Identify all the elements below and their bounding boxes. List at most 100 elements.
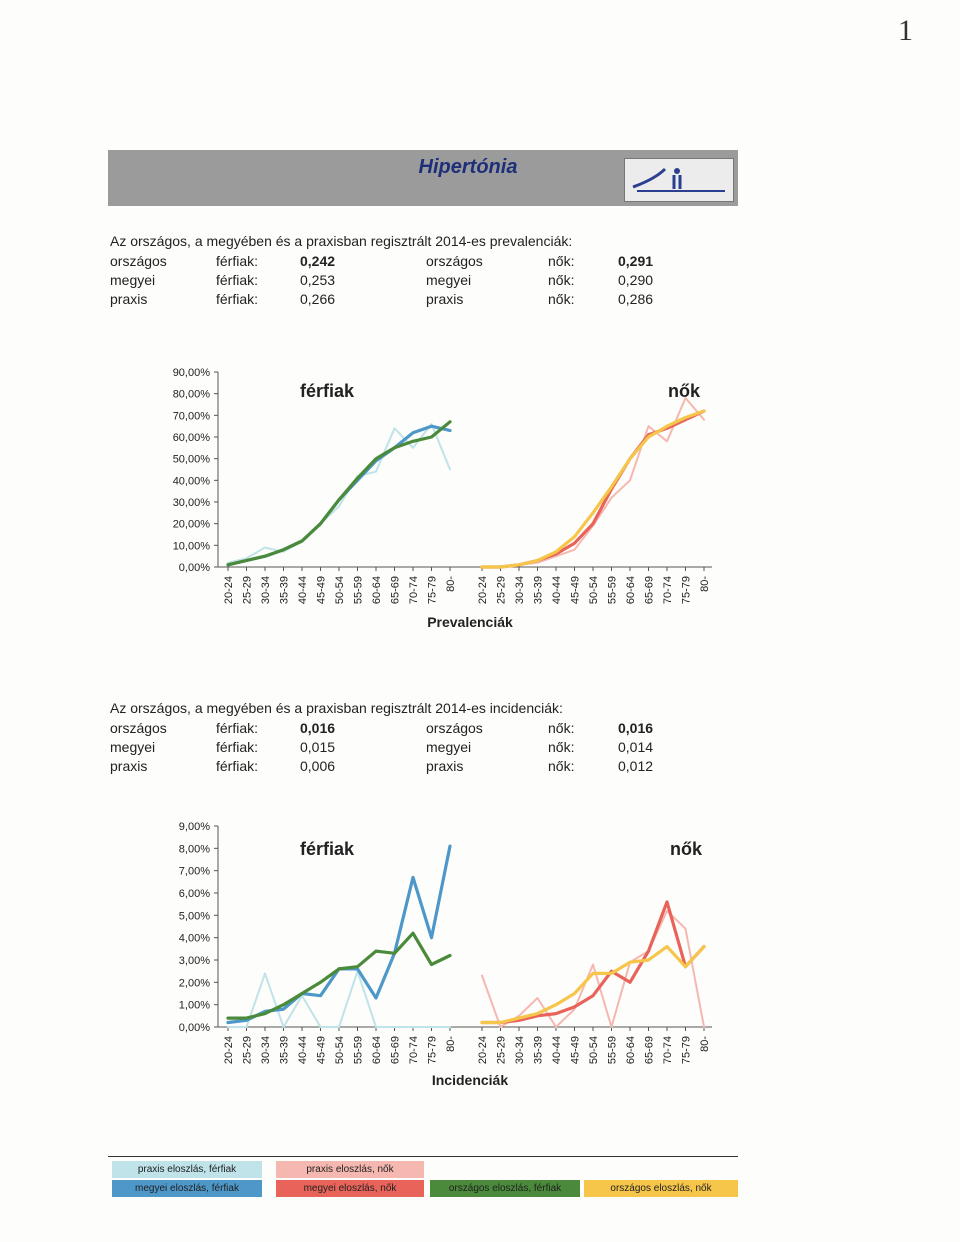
y-tick-label: 4,00% — [179, 933, 210, 945]
series-line-men-praxis — [227, 423, 451, 564]
x-tick-label: 25-29 — [242, 1036, 254, 1064]
men-value: 0,016 — [300, 720, 336, 736]
x-tick-label: 20-24 — [223, 1036, 235, 1064]
y-tick-label: 0,00% — [179, 562, 210, 574]
x-tick-label: 50-54 — [588, 576, 600, 604]
level-label: országos — [426, 720, 483, 736]
legend: praxis eloszlás, férfiak praxis eloszlás… — [108, 1156, 738, 1200]
x-tick-label: 40-44 — [551, 576, 563, 604]
logo-graphic — [632, 167, 725, 192]
x-tick-label: 65-69 — [390, 1036, 402, 1064]
x-tick-label: 25-29 — [496, 1036, 508, 1064]
x-tick-label: 50-54 — [588, 1036, 600, 1064]
women-label: nők: — [548, 253, 575, 269]
women-value: 0,290 — [618, 272, 654, 288]
women-value: 0,012 — [618, 758, 654, 774]
x-tick-label: 50-54 — [334, 1036, 346, 1064]
chart-title: Prevalenciák — [427, 614, 513, 630]
stats-row: praxis férfiak: 0,006 praxis nők: 0,012 — [110, 757, 730, 776]
legend-item-praxis-men: praxis eloszlás, férfiak — [112, 1161, 262, 1178]
men-value: 0,266 — [300, 291, 336, 307]
page-number: 1 — [898, 14, 913, 47]
men-label: férfiak: — [216, 739, 259, 755]
x-tick-label: 50-54 — [334, 576, 346, 604]
level-label: megyei — [426, 739, 472, 755]
level-label: országos — [110, 720, 167, 736]
panel-label-men: férfiak — [300, 839, 355, 859]
y-tick-label: 6,00% — [179, 888, 210, 900]
stats-row: praxis férfiak: 0,266 praxis nők: 0,286 — [110, 290, 730, 309]
x-tick-label: 25-29 — [496, 576, 508, 604]
y-tick-label: 7,00% — [179, 866, 210, 878]
panel-label-men: férfiak — [300, 381, 355, 401]
page-title: Hipertónia — [418, 156, 518, 178]
y-tick-label: 50,00% — [173, 454, 211, 466]
level-label: praxis — [426, 758, 464, 774]
x-tick-label: 75-79 — [427, 1036, 439, 1064]
header-bar: Hipertónia — [108, 150, 738, 206]
x-tick-label: 65-69 — [644, 576, 656, 604]
women-label: nők: — [548, 739, 575, 755]
x-tick-label: 60-64 — [625, 1036, 637, 1064]
x-tick-label: 20-24 — [477, 576, 489, 604]
x-tick-label: 35-39 — [533, 576, 545, 604]
x-tick-label: 35-39 — [279, 576, 291, 604]
x-tick-label: 45-49 — [316, 1036, 328, 1064]
level-label: országos — [426, 253, 483, 269]
x-tick-label: 60-64 — [625, 576, 637, 604]
women-label: nők: — [548, 272, 575, 288]
level-label: megyei — [110, 739, 156, 755]
y-tick-label: 20,00% — [173, 519, 211, 531]
legend-divider — [108, 1156, 738, 1157]
series-line-men-orszagos — [226, 420, 452, 567]
men-label: férfiak: — [216, 291, 259, 307]
x-tick-label: 60-64 — [371, 1036, 383, 1064]
x-tick-label: 55-59 — [607, 1036, 619, 1064]
panel-label-women: nők — [668, 381, 701, 401]
y-tick-label: 3,00% — [179, 955, 210, 967]
women-label: nők: — [548, 758, 575, 774]
x-tick-label: 30-34 — [260, 1036, 272, 1064]
x-tick-label: 40-44 — [297, 1036, 309, 1064]
prevalence-intro: Az országos, a megyében és a praxisban r… — [110, 233, 573, 249]
x-tick-label: 80- — [445, 1036, 457, 1052]
series-line-women-orszagos — [480, 409, 706, 569]
x-tick-label: 40-44 — [297, 576, 309, 604]
men-label: férfiak: — [216, 758, 259, 774]
series-line-men-megyei — [226, 424, 452, 567]
x-tick-label: 35-39 — [533, 1036, 545, 1064]
series-line-men-praxis — [227, 970, 451, 1028]
men-label: férfiak: — [216, 253, 259, 269]
y-tick-label: 5,00% — [179, 910, 210, 922]
x-tick-label: 30-34 — [514, 1036, 526, 1064]
women-value: 0,286 — [618, 291, 654, 307]
x-tick-label: 45-49 — [570, 576, 582, 604]
x-tick-label: 20-24 — [223, 576, 235, 604]
level-label: praxis — [426, 291, 464, 307]
x-tick-label: 45-49 — [316, 576, 328, 604]
x-tick-label: 70-74 — [662, 1036, 674, 1064]
x-tick-label: 45-49 — [570, 1036, 582, 1064]
x-tick-label: 75-79 — [681, 1036, 693, 1064]
y-tick-label: 1,00% — [179, 1000, 210, 1012]
x-tick-label: 55-59 — [353, 576, 365, 604]
series-line-women-orszagos — [480, 944, 706, 1025]
x-tick-label: 65-69 — [644, 1036, 656, 1064]
stats-row: megyei férfiak: 0,015 megyei nők: 0,014 — [110, 738, 730, 757]
legend-item-orszagos-women: országos eloszlás, nők — [584, 1180, 738, 1197]
x-tick-label: 80- — [445, 576, 457, 592]
x-tick-label: 80- — [699, 1036, 711, 1052]
legend-item-megyei-women: megyei eloszlás, nők — [276, 1180, 424, 1197]
men-value: 0,015 — [300, 739, 336, 755]
x-tick-label: 70-74 — [408, 1036, 420, 1064]
level-label: praxis — [110, 291, 148, 307]
x-tick-label: 55-59 — [353, 1036, 365, 1064]
men-label: férfiak: — [216, 272, 259, 288]
series-line-women-megyei — [480, 900, 706, 1025]
x-tick-label: 20-24 — [477, 1036, 489, 1064]
y-tick-label: 80,00% — [173, 389, 211, 401]
men-value: 0,242 — [300, 253, 336, 269]
x-tick-label: 55-59 — [607, 576, 619, 604]
stats-row: megyei férfiak: 0,253 megyei nők: 0,290 — [110, 271, 730, 290]
